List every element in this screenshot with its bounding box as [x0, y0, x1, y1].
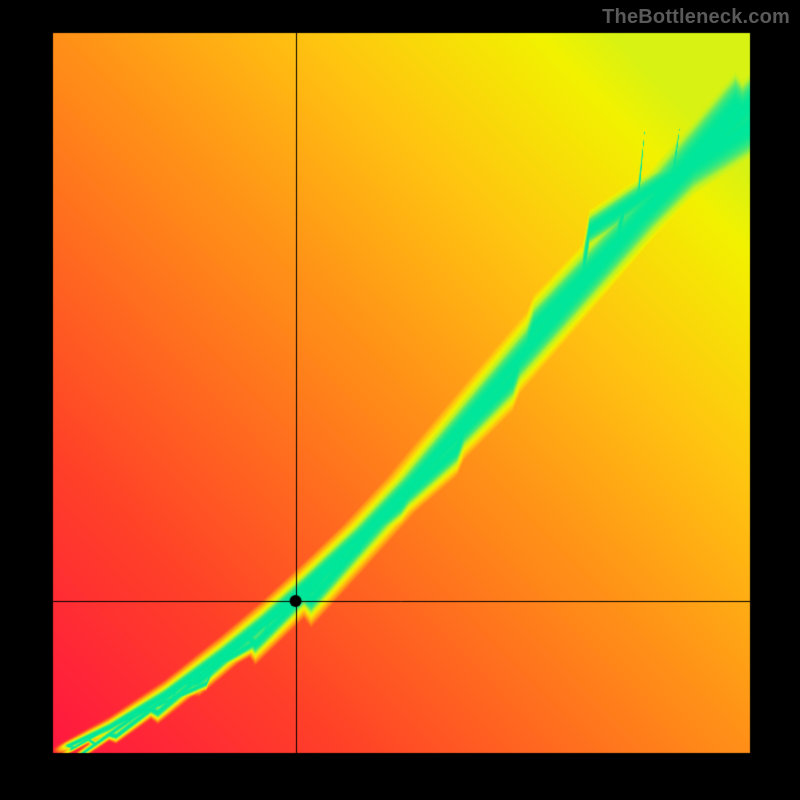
watermark-text: TheBottleneck.com — [602, 6, 790, 29]
bottleneck-heatmap — [0, 0, 800, 800]
chart-container: TheBottleneck.com — [0, 0, 800, 800]
